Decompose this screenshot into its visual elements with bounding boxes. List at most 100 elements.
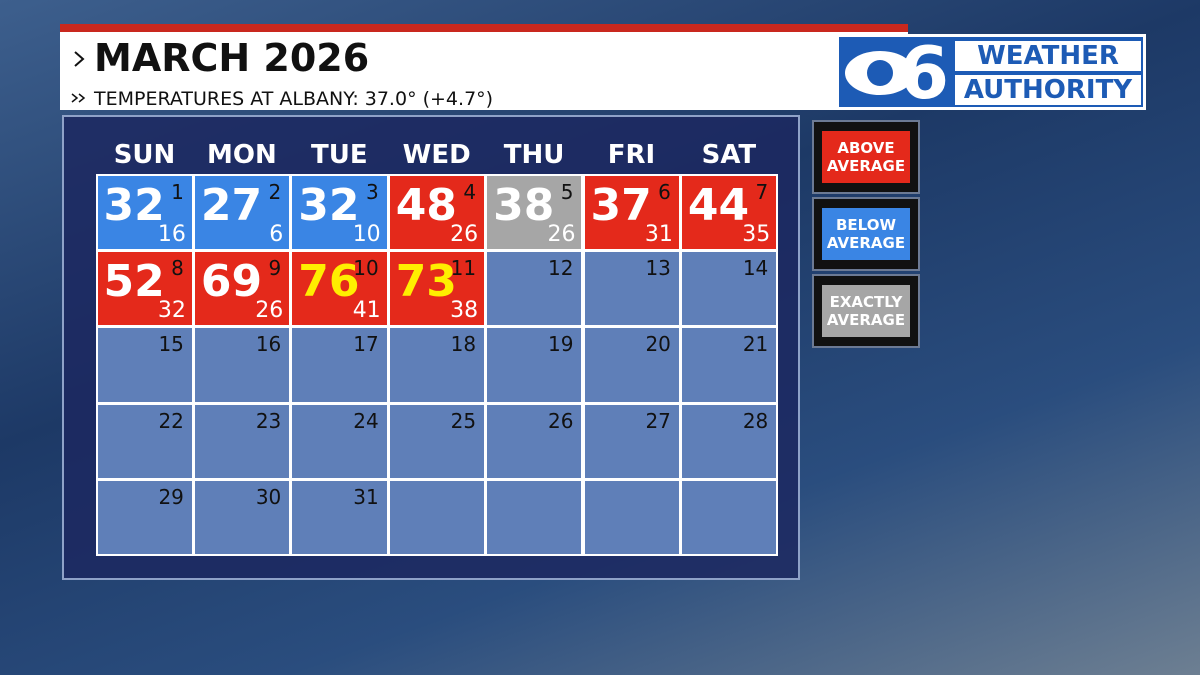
low-temp: 16 — [157, 221, 186, 247]
header: MARCH 2026 TEMPERATURES AT ALBANY: 37.0°… — [60, 24, 908, 110]
day-cell: 24 — [292, 404, 387, 479]
high-temp: 48 — [395, 179, 457, 231]
day-cell: 2 27 6 — [194, 175, 290, 249]
low-temp: 26 — [255, 298, 284, 324]
empty-cell — [487, 481, 582, 555]
high-temp: 73 — [395, 255, 457, 307]
date: 10 — [353, 255, 379, 280]
day-cell: 26 — [487, 404, 582, 479]
low-temp: 38 — [450, 298, 479, 324]
low-temp: 6 — [269, 221, 284, 247]
date: 29 — [158, 485, 184, 510]
empty-cell — [389, 481, 485, 555]
day-cell: 16 — [194, 328, 290, 402]
day-cell: 21 — [681, 328, 777, 402]
weekday: THU — [503, 140, 565, 170]
date: 7 — [755, 179, 769, 204]
day-cell: 5 38 26 — [487, 175, 582, 249]
date: 5 — [560, 179, 574, 204]
day-cell: 20 — [584, 328, 679, 402]
day-cell: 13 — [584, 251, 679, 326]
weekday: SUN — [113, 140, 176, 170]
legend-item: BELOW AVERAGE — [812, 197, 920, 271]
empty-cell — [681, 481, 777, 555]
date: 11 — [450, 255, 477, 280]
day-cell: 7 44 35 — [681, 175, 777, 249]
day-cell: 1 32 16 — [97, 175, 192, 249]
legend-label: BELOW AVERAGE — [822, 208, 910, 260]
date: 19 — [548, 332, 574, 357]
date: 8 — [171, 255, 184, 280]
logo-eye — [845, 51, 915, 95]
date: 14 — [742, 255, 769, 280]
date: 4 — [463, 179, 477, 204]
logo: 6 WEATHER AUTHORITY — [836, 31, 1146, 115]
day-cell: 25 — [389, 404, 485, 479]
day-cell: 9 69 26 — [194, 251, 290, 326]
date: 3 — [365, 179, 379, 204]
date: 12 — [548, 255, 574, 280]
date: 31 — [353, 485, 379, 510]
high-temp: 76 — [298, 255, 360, 307]
low-temp: 35 — [742, 221, 771, 247]
high-temp: 37 — [590, 179, 652, 231]
day-cell: 6 37 31 — [584, 175, 679, 249]
weekday: SAT — [701, 140, 757, 170]
weekday: WED — [402, 140, 471, 170]
date: 20 — [645, 332, 671, 357]
date: 6 — [658, 179, 671, 204]
high-temp: 32 — [298, 179, 360, 231]
date: 30 — [255, 485, 282, 510]
low-temp: 10 — [352, 221, 381, 247]
date: 21 — [742, 332, 769, 357]
day-cell: 14 — [681, 251, 777, 326]
day-cell: 11 73 38 — [389, 251, 485, 326]
legend-item: EXACTLY AVERAGE — [812, 274, 920, 348]
day-cell: 28 — [681, 404, 777, 479]
day-cell: 23 — [194, 404, 290, 479]
date: 28 — [742, 408, 769, 433]
date: 18 — [450, 332, 477, 357]
low-temp: 41 — [352, 298, 381, 324]
day-cell: 17 — [292, 328, 387, 402]
day-cell: 10 76 41 — [292, 251, 387, 326]
date: 1 — [171, 179, 184, 204]
legend-label: EXACTLY AVERAGE — [822, 285, 910, 337]
weekday: FRI — [607, 140, 656, 170]
date: 26 — [548, 408, 574, 433]
day-cell: 30 — [194, 481, 290, 555]
legend-item: ABOVE AVERAGE — [812, 120, 920, 194]
day-cell: 27 — [584, 404, 679, 479]
title: MARCH 2026 — [94, 36, 370, 80]
day-cell: 15 — [97, 328, 192, 402]
legend-label: ABOVE AVERAGE — [822, 131, 910, 183]
high-temp: 32 — [103, 179, 165, 231]
day-cell: 29 — [97, 481, 192, 555]
high-temp: 69 — [200, 255, 263, 307]
day-cell: 18 — [389, 328, 485, 402]
date: 16 — [255, 332, 282, 357]
double-chevron — [71, 93, 86, 103]
high-temp: 38 — [493, 179, 555, 231]
subtitle: TEMPERATURES AT ALBANY: 37.0° (+4.7°) — [94, 88, 494, 110]
day-cell: 22 — [97, 404, 192, 479]
low-temp: 26 — [450, 221, 479, 247]
logo-line: WEATHER — [955, 41, 1141, 71]
high-temp: 44 — [687, 179, 750, 231]
date: 9 — [268, 255, 282, 280]
day-cell: 31 — [292, 481, 387, 555]
date: 17 — [353, 332, 379, 357]
day-cell: 3 32 10 — [292, 175, 387, 249]
low-temp: 26 — [547, 221, 576, 247]
empty-cell — [584, 481, 679, 555]
date: 22 — [158, 408, 184, 433]
chevron — [74, 51, 85, 67]
logo-number: 6 — [899, 31, 950, 115]
low-temp: 32 — [157, 298, 186, 324]
logo-line: AUTHORITY — [955, 75, 1141, 105]
day-cell: 4 48 26 — [389, 175, 485, 249]
weekday: TUE — [310, 140, 368, 170]
weekday: MON — [207, 140, 277, 170]
date: 25 — [450, 408, 477, 433]
